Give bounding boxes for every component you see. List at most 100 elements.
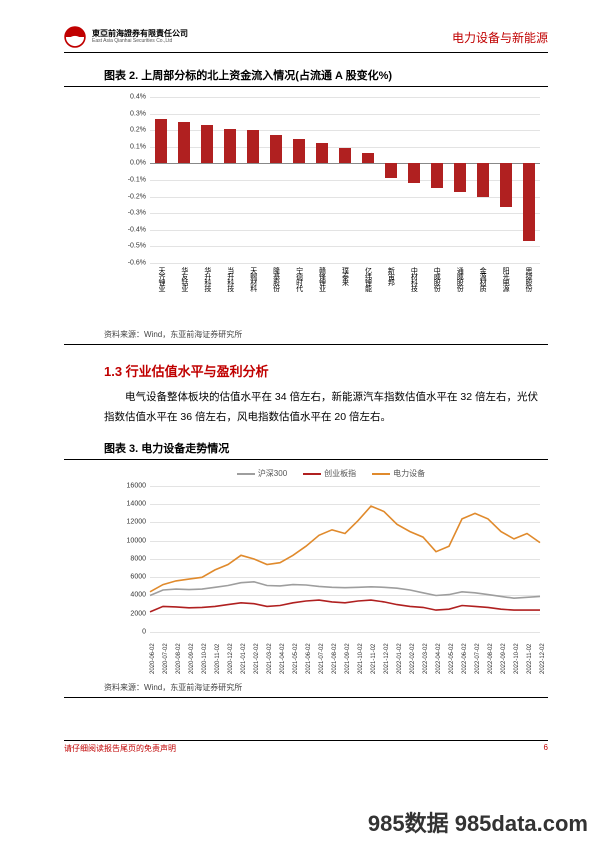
fig3-ytick: 4000	[114, 592, 146, 599]
fig2-bar	[523, 163, 535, 241]
fig3-xlabel: 2020-08-02	[176, 643, 182, 674]
fig2-xlabel: 天赐材料	[250, 267, 257, 291]
fig2-xlabel: 隆基股份	[273, 267, 280, 291]
fig2-xlabel: 天齐锂业	[158, 267, 165, 291]
fig2-ytick: 0.1%	[114, 143, 146, 150]
report-category: 电力设备与新能源	[452, 29, 548, 46]
fig3-xlabel: 2020-10-02	[202, 643, 208, 674]
fig2-xlabel: 赣锋锂业	[319, 267, 326, 291]
fig3-xlabel: 2020-11-02	[215, 644, 221, 674]
fig2-bar	[362, 153, 374, 163]
fig3-xlabel: 2022-01-02	[397, 643, 403, 674]
company-name-en: East Asia Qianhai Securities Co.,Ltd	[92, 39, 188, 45]
fig2-bar	[270, 135, 282, 163]
fig3-series-line	[150, 600, 540, 612]
fig2-ytick: 0.3%	[114, 110, 146, 117]
fig2-xlabel: 华友钴业	[181, 267, 188, 291]
fig2-ytick: 0.0%	[114, 160, 146, 167]
fig3-legend-item: 创业板指	[303, 469, 356, 478]
company-logo: 東亞前海證券有限責任公司 East Asia Qianhai Securitie…	[64, 26, 188, 48]
footer-page-number: 6	[544, 743, 548, 754]
fig3-legend-item: 沪深300	[237, 469, 287, 478]
fig2-bar	[316, 143, 328, 163]
fig3-xlabel: 2020-07-02	[163, 643, 169, 674]
fig3-xlabel: 2022-11-02	[527, 644, 533, 674]
fig2-bar	[431, 163, 443, 188]
fig3-xlabel: 2022-06-02	[462, 643, 468, 674]
fig3-xlabel: 2020-12-02	[228, 643, 234, 674]
section-body: 电气设备整体板块的估值水平在 34 倍左右，新能源汽车指数估值水平在 32 倍左…	[104, 388, 548, 428]
fig3-xlabel: 2020-09-02	[189, 643, 195, 674]
fig2-xlabel: 中材科技	[410, 267, 417, 291]
fig3-ytick: 16000	[114, 482, 146, 489]
fig3-xlabel: 2021-08-02	[332, 643, 338, 674]
fig3-ytick: 14000	[114, 501, 146, 508]
fig3-xlabel: 2021-04-02	[280, 643, 286, 674]
fig2-bar	[224, 129, 236, 164]
fig3-xlabel: 2020-06-02	[150, 643, 156, 674]
fig2-xlabel: 阳光电源	[502, 267, 509, 291]
fig3-ytick: 6000	[114, 574, 146, 581]
fig3-ytick: 0	[114, 628, 146, 635]
page-header: 東亞前海證券有限責任公司 East Asia Qianhai Securitie…	[64, 26, 548, 53]
fig3-legend-item: 电力设备	[372, 469, 425, 478]
fig2-xlabel: 金源材质	[479, 267, 486, 291]
fig3-xlabel: 2022-08-02	[488, 643, 494, 674]
section-title: 1.3 行业估值水平与盈利分析	[104, 361, 548, 380]
fig2-ytick: -0.6%	[114, 260, 146, 267]
fig2-xlabel: 亿纬锂能	[364, 267, 371, 291]
fig2-ytick: -0.1%	[114, 177, 146, 184]
fig3-xlabel: 2022-03-02	[423, 643, 429, 674]
watermark: 985数据 985data.com	[368, 806, 588, 838]
fig2-ytick: 0.4%	[114, 94, 146, 101]
fig2-bar	[408, 163, 420, 183]
fig2-bar	[178, 122, 190, 164]
fig2-bar	[385, 163, 397, 178]
fig2-bar	[454, 163, 466, 191]
fig3-title: 图表 3. 电力设备走势情况	[64, 440, 548, 460]
fig3-xlabel: 2021-02-02	[254, 643, 260, 674]
fig2-bar	[201, 125, 213, 163]
fig3-legend: 沪深300 创业板指 电力设备	[114, 466, 548, 479]
fig2-ytick: 0.2%	[114, 127, 146, 134]
fig3-xlabel: 2021-05-02	[293, 643, 299, 674]
fig2-bar	[500, 163, 512, 206]
fig3-chart: 沪深300创业板指电力设备 16000140001200010000800060…	[114, 466, 548, 676]
fig2-xlabel: 华升科技	[204, 267, 211, 291]
fig2-xlabel: 新宙邦	[387, 267, 394, 285]
logo-icon	[64, 26, 86, 48]
fig3-xlabel: 2022-07-02	[475, 643, 481, 674]
fig2-xlabel: 当升科技	[227, 267, 234, 291]
fig3-xlabel: 2021-12-02	[384, 643, 390, 674]
fig3-xlabel: 2022-12-02	[540, 643, 546, 674]
fig2-xlabel: 思捷股份	[525, 267, 532, 291]
fig2-xlabel: 璞泰来	[342, 267, 349, 285]
fig2-ytick: -0.5%	[114, 243, 146, 250]
fig3-xlabel: 2021-01-02	[241, 643, 247, 674]
fig2-source: 资料来源：Wind，东亚前海证券研究所	[64, 329, 548, 345]
fig2-chart: 0.4% 0.3% 0.2% 0.1% 0.0% -0.1% -0.2% -0.3% -0.4%…	[114, 93, 548, 323]
fig3-source: 资料来源：Wind，东亚前海证券研究所	[64, 682, 548, 698]
fig2-ytick: -0.2%	[114, 193, 146, 200]
fig2-ytick: -0.4%	[114, 226, 146, 233]
fig3-xlabel: 2021-03-02	[267, 643, 273, 674]
fig3-xlabel: 2021-07-02	[319, 643, 325, 674]
fig3-xlabel: 2022-10-02	[514, 643, 520, 674]
fig2-bar	[247, 130, 259, 163]
fig3-xlabel: 2022-02-02	[410, 643, 416, 674]
fig3-xlabel: 2021-10-02	[358, 643, 364, 674]
fig2-bar	[293, 139, 305, 164]
fig2-xlabel: 宁德时代	[296, 267, 303, 291]
fig3-xlabel: 2021-11-02	[371, 644, 377, 674]
fig2-bar	[339, 148, 351, 163]
fig2-ytick: -0.3%	[114, 210, 146, 217]
page-footer: 请仔细阅读报告尾页的免责声明 6	[64, 740, 548, 754]
footer-disclaimer: 请仔细阅读报告尾页的免责声明	[64, 743, 176, 754]
fig3-ytick: 12000	[114, 519, 146, 526]
fig3-series-line	[150, 582, 540, 598]
fig3-xlabel: 2021-09-02	[345, 643, 351, 674]
fig3-xlabel: 2022-04-02	[436, 643, 442, 674]
fig3-xlabel: 2022-05-02	[449, 643, 455, 674]
fig2-bar	[155, 119, 167, 164]
fig3-xlabel: 2022-09-02	[501, 643, 507, 674]
